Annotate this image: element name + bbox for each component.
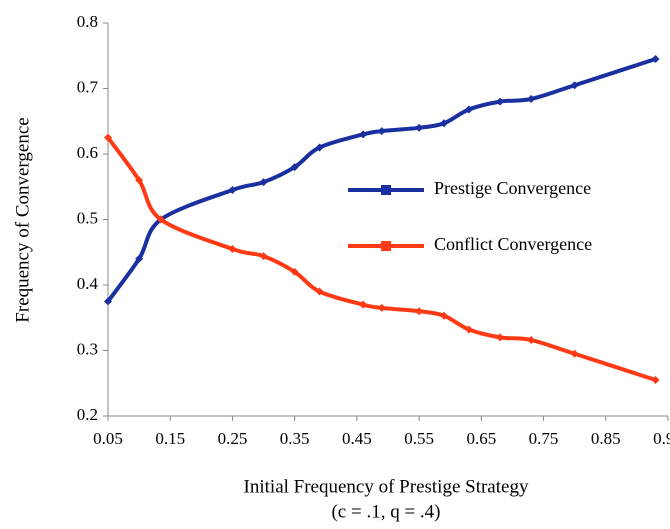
point-marker	[290, 267, 299, 276]
point-marker	[228, 186, 237, 195]
point-marker	[570, 349, 579, 358]
x-tick-label: 0.85	[591, 429, 621, 448]
point-marker	[527, 336, 536, 345]
point-marker	[290, 163, 299, 172]
point-marker	[359, 130, 368, 139]
x-tick-label: 0.05	[93, 429, 123, 448]
y-tick-label: 0.3	[77, 339, 98, 358]
point-marker	[415, 123, 424, 132]
point-marker	[377, 127, 386, 136]
point-marker	[135, 176, 144, 185]
point-marker	[651, 375, 660, 384]
series-line	[106, 57, 657, 303]
point-marker	[464, 325, 473, 334]
legend-marker	[381, 241, 391, 251]
y-axis-label: Frequency of Convergence	[12, 117, 33, 322]
point-marker	[259, 178, 268, 187]
legend-label: Conflict Convergence	[434, 234, 592, 254]
x-tick-label: 0.95	[653, 429, 670, 448]
point-marker	[415, 307, 424, 316]
y-tick-label: 0.2	[77, 405, 98, 424]
x-tick-label: 0.75	[529, 429, 559, 448]
point-marker	[359, 300, 368, 309]
x-axis-note: (c = .1, q = .4)	[331, 501, 440, 522]
y-tick-label: 0.5	[77, 208, 98, 227]
x-tick-label: 0.45	[342, 429, 372, 448]
y-tick-label: 0.6	[77, 143, 98, 162]
point-marker	[651, 55, 660, 64]
point-marker	[228, 244, 237, 253]
x-axis-label: Initial Frequency of Prestige Strategy	[244, 476, 529, 497]
point-marker	[527, 94, 536, 103]
x-tick-label: 0.65	[466, 429, 496, 448]
series-line	[106, 136, 657, 382]
point-marker	[570, 81, 579, 90]
x-tick-label: 0.25	[218, 429, 248, 448]
point-marker	[496, 333, 504, 342]
point-marker	[104, 297, 112, 306]
point-marker	[464, 105, 473, 114]
y-tick-label: 0.8	[77, 12, 98, 31]
point-marker	[440, 311, 448, 320]
x-tick-label: 0.55	[404, 429, 434, 448]
y-tick-label: 0.4	[77, 274, 99, 293]
point-marker	[104, 133, 112, 142]
point-marker	[377, 303, 386, 312]
point-marker	[315, 287, 324, 296]
x-tick-label: 0.35	[280, 429, 310, 448]
point-marker	[496, 97, 504, 106]
legend-label: Prestige Convergence	[434, 178, 591, 198]
point-marker	[156, 215, 165, 224]
point-marker	[135, 254, 144, 263]
x-tick-label: 0.15	[155, 429, 185, 448]
point-marker	[315, 143, 324, 152]
legend-marker	[381, 185, 391, 195]
point-marker	[259, 252, 268, 261]
point-marker	[440, 119, 448, 128]
y-tick-label: 0.7	[77, 77, 99, 96]
